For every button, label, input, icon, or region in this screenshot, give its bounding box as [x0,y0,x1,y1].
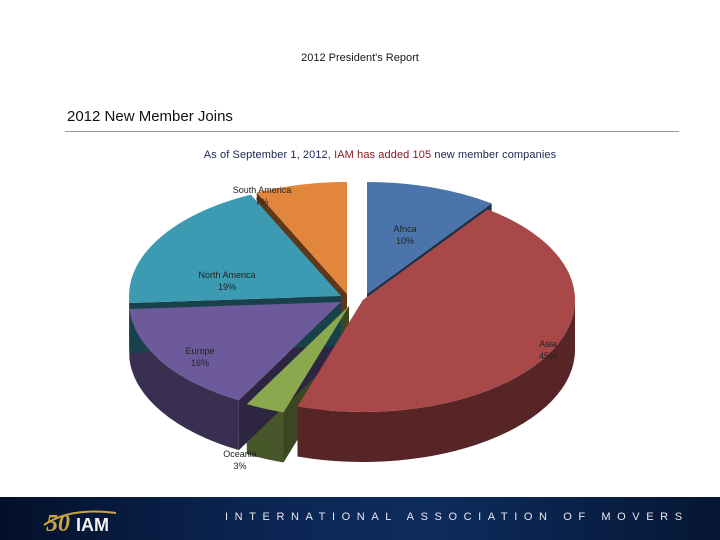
logo-number: 50 [46,511,70,537]
slice-pct-asia: 45% [539,351,557,361]
slice-rim-asia [297,300,575,463]
slice-oceania [246,306,349,413]
footer-banner: 50 IAM INTERNATIONAL ASSOCIATION OF MOVE… [0,497,720,540]
slice-south-america [256,182,347,294]
slice-pct-africa: 10% [396,236,414,246]
slice-pct-south-america: 7% [255,197,268,207]
slice-pct-oceania: 3% [233,461,246,471]
slice-label-africa: Africa [393,224,416,234]
slice-label-oceania: Oceania [223,449,257,459]
chart-subtitle: As of September 1, 2012, IAM has added 1… [0,149,720,161]
subtitle-highlight: IAM has added 105 [334,149,432,161]
slice-pct-north-america: 19% [218,282,236,292]
title-divider [65,131,679,132]
slice-label-asia: Asia [539,339,557,349]
subtitle-text-start: As of September 1, 2012, [203,149,335,161]
footer-association-name: INTERNATIONAL ASSOCIATION OF MOVERS [225,511,689,523]
pie-labels: Africa 10% Asia 45% Oceania 3% Europe 16% North … [185,185,557,471]
subtitle-text-end: new member companies [431,149,557,161]
pie-tops [129,182,576,413]
logo-text: IAM [76,515,109,535]
slice-pct-europe: 16% [191,358,209,368]
pie-chart: Africa 10% Asia 45% Oceania 3% Europe 16% North … [129,182,576,471]
slice-asia [297,209,576,413]
slice-rim-europe [129,309,239,451]
slice-label-europe: Europe [185,346,214,356]
slice-europe [129,302,341,401]
iam-50-logo: 50 IAM [43,510,117,537]
page-title: 2012 New Member Joins [67,108,233,125]
slice-label-north-america: North America [198,270,255,280]
slice-africa [367,182,492,294]
slice-north-america [129,194,341,304]
report-title: 2012 President's Report [301,52,419,64]
slice-label-south-america: South America [233,185,292,195]
